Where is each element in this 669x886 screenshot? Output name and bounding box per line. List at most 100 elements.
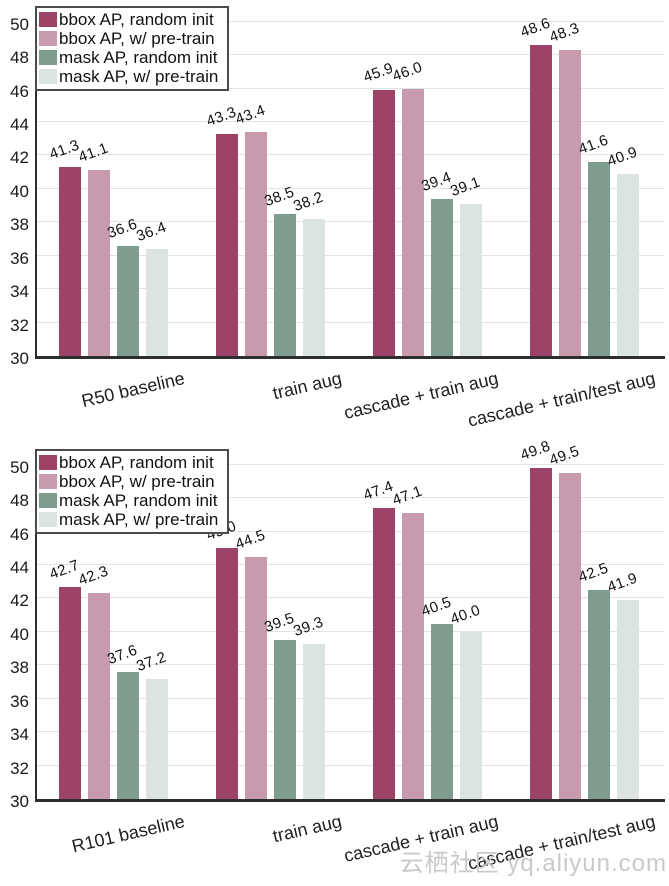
- y-tick-label: 48: [10, 491, 29, 511]
- bar: 38.2: [291, 189, 326, 356]
- legend-swatch: [39, 474, 57, 489]
- legend-row: bbox AP, random init: [39, 453, 218, 472]
- bar: 40.9: [605, 143, 640, 356]
- bar-value-label: 43.4: [233, 101, 268, 129]
- bar: 43.4: [233, 102, 268, 356]
- bar: 39.3: [291, 613, 326, 799]
- legend-label: bbox AP, random init: [59, 453, 214, 472]
- gridline: [37, 497, 665, 499]
- bar-value-label: 46.0: [390, 58, 425, 85]
- gridline: [37, 288, 665, 290]
- bar: 39.4: [419, 169, 454, 356]
- y-tick-label: 50: [10, 14, 29, 34]
- bar: 48.6: [518, 15, 553, 356]
- bar-group: 41.3 41.1 36.6 36.4 R50 baseline: [47, 137, 186, 411]
- legend-swatch: [39, 50, 57, 65]
- bar-value-label: 45.9: [361, 59, 396, 87]
- plot-area: 42.742.3 37.637.2 R101 baseline 45.044.5 39.…: [35, 438, 665, 874]
- bar: 49.5: [547, 443, 582, 799]
- bar-group: 48.6 48.3 41.6 40.9 cascade + train/test aug: [466, 15, 657, 431]
- gridline: [37, 731, 665, 733]
- y-tick-label: 32: [10, 758, 29, 778]
- bar: 37.2: [134, 648, 169, 799]
- bars-row: 42.742.3 37.637.2 R101 baseline 45.044.5 39.…: [37, 438, 665, 874]
- bar-group: 45.9 46.0 39.4 39.1 cascade + train aug: [342, 58, 500, 423]
- gridline: [37, 463, 665, 465]
- legend-label: bbox AP, random init: [59, 10, 214, 29]
- chart-r101: 42.742.3 37.637.2 R101 baseline 45.044.5 39.…: [0, 438, 669, 886]
- gridline: [37, 87, 665, 89]
- y-tick-label: 34: [10, 282, 29, 302]
- y-tick-label: 48: [10, 48, 29, 68]
- bar-value-label: 41.1: [76, 140, 111, 167]
- x-tick-label: train aug: [270, 368, 344, 404]
- bar-value-label: 38.2: [291, 188, 326, 215]
- bar-value-label: 39.4: [419, 168, 454, 195]
- bar: 41.9: [605, 570, 640, 799]
- y-tick-label: 34: [10, 725, 29, 745]
- legend-label: mask AP, w/ pre-train: [59, 67, 219, 86]
- bar-value-label: 43.3: [204, 103, 239, 130]
- y-tick-label: 46: [10, 81, 29, 101]
- bar-value-label: 40.0: [448, 601, 483, 628]
- bar: 48.3: [547, 20, 582, 356]
- bar-value-label: 37.2: [134, 648, 169, 675]
- legend-label: bbox AP, w/ pre-train: [59, 29, 215, 48]
- legend-swatch: [39, 512, 57, 527]
- bar-value-label: 39.3: [291, 613, 326, 640]
- bar: 46.0: [390, 58, 425, 356]
- legend-swatch: [39, 12, 57, 27]
- bar: 45.9: [361, 60, 396, 356]
- legend-row: bbox AP, w/ pre-train: [39, 29, 218, 48]
- bar: 37.6: [105, 642, 140, 799]
- legend: bbox AP, random init bbox AP, w/ pre-trai…: [35, 449, 230, 534]
- legend-swatch: [39, 31, 57, 46]
- bar-value-label: 38.5: [262, 183, 297, 210]
- bar: 47.1: [390, 483, 425, 799]
- legend-label: bbox AP, w/ pre-train: [59, 472, 215, 491]
- bar-group: 47.4 47.1 40.5 40.0 cascade + train aug: [342, 478, 500, 866]
- legend-row: mask AP, w/ pre-train: [39, 510, 218, 529]
- gridline: [37, 530, 665, 532]
- bar: 44.5: [233, 526, 268, 799]
- bars-row: 41.3 41.1 36.6 36.4 R50 baseline 43.3 43.4 38.5…: [37, 8, 665, 431]
- bar-value-label: 36.4: [134, 218, 169, 246]
- bar: 40.0: [448, 601, 483, 799]
- x-tick-label: R101 baseline: [69, 811, 187, 857]
- y-tick-label: 44: [10, 558, 29, 577]
- bar: 43.3: [204, 103, 239, 356]
- legend-swatch: [39, 493, 57, 508]
- bar: 49.8: [518, 438, 553, 799]
- gridline: [37, 321, 665, 323]
- y-tick-label: 44: [10, 115, 29, 134]
- bar-group: 45.044.5 39.539.3 train aug: [204, 518, 343, 846]
- y-tick-label: 42: [10, 591, 29, 611]
- y-tick-label: 40: [10, 181, 29, 201]
- bar-value-label: 40.5: [419, 593, 454, 620]
- bar-value-label: 48.6: [518, 14, 553, 42]
- gridline: [37, 630, 665, 632]
- bar: 40.5: [419, 593, 454, 799]
- bar-group: 43.3 43.4 38.5 38.2 train aug: [204, 102, 343, 404]
- bar-value-label: 37.6: [105, 641, 140, 668]
- bar-value-label: 47.4: [361, 477, 396, 505]
- bar-value-label: 47.1: [390, 482, 425, 510]
- y-tick-label: 38: [10, 215, 29, 235]
- y-tick-label: 36: [10, 248, 29, 268]
- legend-row: mask AP, random init: [39, 491, 218, 510]
- bar: 39.1: [448, 174, 483, 356]
- legend-swatch: [39, 69, 57, 84]
- gridline: [37, 764, 665, 766]
- bar-value-label: 49.5: [547, 442, 582, 470]
- bar-value-label: 39.1: [448, 173, 483, 200]
- bar: 41.1: [76, 140, 111, 356]
- bar-value-label: 42.7: [47, 556, 82, 583]
- bar-group: 42.7 42.3 37.6 37.2 R101 baseline: [47, 556, 186, 856]
- bar: 47.4: [361, 478, 396, 799]
- y-tick-label: 42: [10, 148, 29, 168]
- bar-group: 49.8 49.5 42.5 41.9 cascade + train/test aug: [466, 438, 657, 874]
- y-tick-label: 40: [10, 624, 29, 644]
- legend-row: bbox AP, w/ pre-train: [39, 472, 218, 491]
- gridline: [37, 221, 665, 223]
- y-tick-label: 50: [10, 457, 29, 477]
